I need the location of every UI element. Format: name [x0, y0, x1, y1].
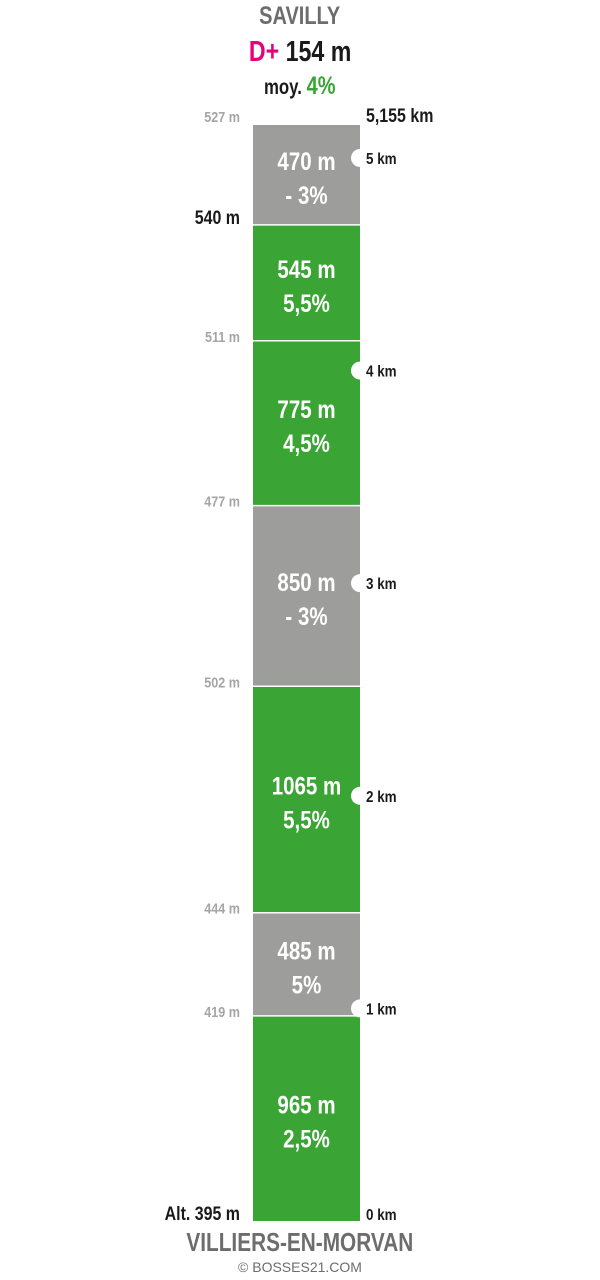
profile-segment [253, 912, 360, 1016]
summit-name-text: SAVILLY [259, 2, 341, 30]
profile-segment [253, 125, 360, 225]
segment-grade-label: - 3% [285, 602, 327, 630]
altitude-label: 540 m [195, 207, 240, 229]
climb-summit-name: SAVILLY [0, 2, 600, 31]
segment-grade-label: 5,5% [283, 806, 330, 834]
km-marker-label: 2 km [366, 789, 397, 806]
segments-layer [253, 125, 360, 1221]
copyright: © BOSSES21.COM [238, 1259, 362, 1275]
km-marker-label: 1 km [366, 1001, 397, 1018]
profile-segment [253, 224, 360, 341]
segment-length-label: 1065 m [272, 772, 342, 800]
km-notch [351, 999, 369, 1018]
labels-layer: 965 m 2,5% 485 m 5% 1065 m 5,5% 850 m - 3% 775 m… [165, 105, 434, 1225]
altitude-label: Alt. 395 m [165, 1203, 240, 1225]
altitude-label: 419 m [204, 1003, 240, 1020]
segment-grade-label: 2,5% [283, 1124, 330, 1152]
profile-segment [253, 686, 360, 913]
average-grade-label: moy. [264, 76, 303, 99]
average-grade-value: 4% [306, 72, 336, 100]
km-notch [351, 148, 369, 167]
segment-length-label: 850 m [277, 568, 335, 596]
km-marker-label: 5,155 km [366, 105, 433, 127]
segment-length-label: 545 m [277, 255, 335, 283]
segment-grade-label: 4,5% [283, 429, 330, 457]
climb-start-name: VILLIERS-EN-MORVAN [0, 1227, 600, 1258]
segment-grade-label: 5,5% [283, 289, 330, 317]
elevation-gain-label: D+ [248, 36, 280, 68]
profile-segment [253, 340, 360, 506]
km-marker-label: 5 km [366, 151, 397, 168]
segment-length-label: 485 m [277, 936, 335, 964]
profile-segment [253, 505, 360, 687]
altitude-label: 444 m [204, 900, 240, 917]
altitude-label: 511 m [205, 328, 240, 345]
km-marker-label: 4 km [366, 364, 397, 381]
segment-length-label: 775 m [277, 395, 335, 423]
profile-segment [253, 1015, 360, 1221]
altitude-label: 502 m [204, 673, 240, 690]
average-grade: moy. 4% [0, 72, 600, 101]
elevation-gain-value: 154 m [285, 36, 352, 68]
elevation-gain: D+ 154 m [0, 36, 600, 69]
km-notch [351, 786, 369, 805]
segment-grade-label: - 3% [285, 181, 327, 209]
segment-grade-label: 5% [292, 970, 322, 998]
km-marker-label: 0 km [366, 1207, 397, 1224]
segment-length-label: 965 m [277, 1090, 335, 1118]
altitude-label: 477 m [204, 492, 240, 509]
segment-length-label: 470 m [277, 147, 335, 175]
start-name-text: VILLIERS-EN-MORVAN [186, 1227, 414, 1257]
km-notch [351, 361, 369, 380]
altitude-label: 527 m [204, 108, 240, 125]
km-notch [351, 574, 369, 593]
km-marker-label: 3 km [366, 576, 397, 593]
